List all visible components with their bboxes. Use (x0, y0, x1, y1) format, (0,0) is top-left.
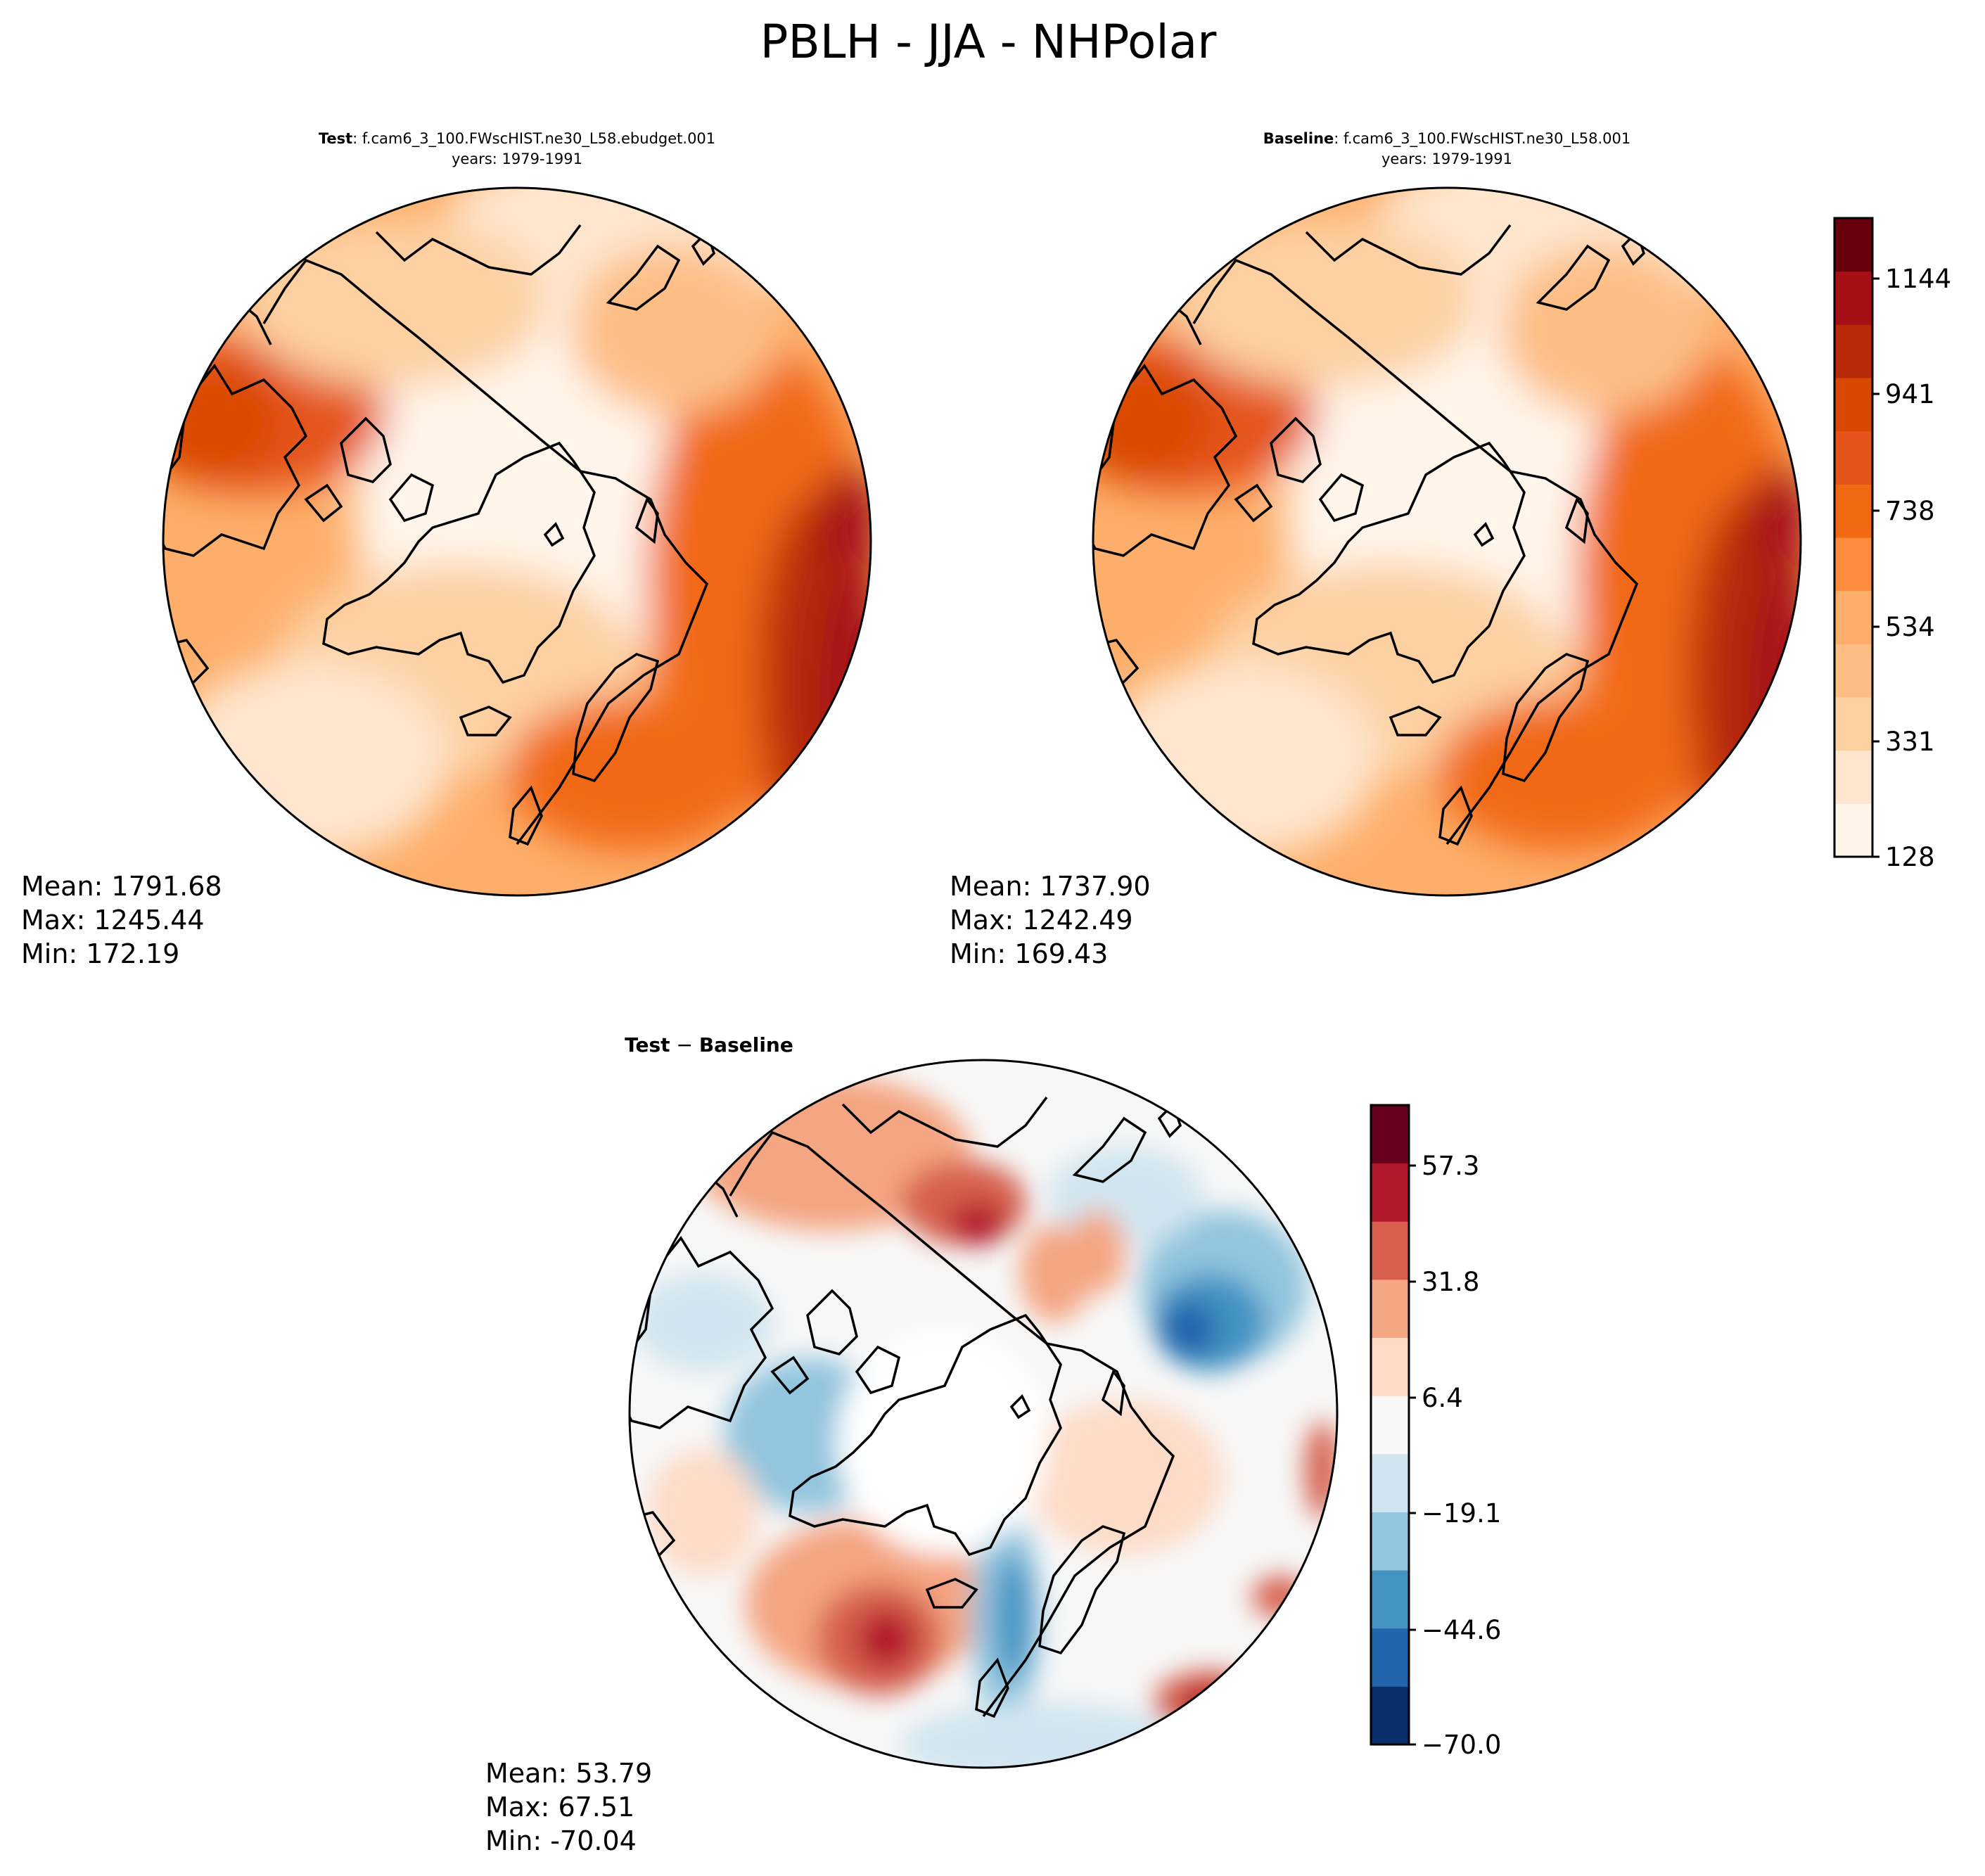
colorbar-diff-swatch (1371, 1396, 1409, 1455)
diff-panel-title-op: − (670, 1033, 699, 1057)
test-stat-min: Min: 172.19 (21, 938, 179, 969)
baseline-stat-min: Min: 169.43 (950, 938, 1108, 969)
colorbar-main-swatch (1834, 537, 1872, 592)
colorbar-main-swatch (1834, 803, 1872, 857)
baseline-panel-title-label: Baseline (1263, 130, 1334, 147)
colorbar-diff-swatch (1371, 1337, 1409, 1396)
colorbar-main-tick-label: 128 (1885, 842, 1935, 872)
colorbar-diff-swatch (1371, 1279, 1409, 1339)
baseline-map-boundary (1092, 186, 1802, 897)
colorbar-main-tick-label: 738 (1885, 496, 1935, 526)
diff-panel-title: Test − Baseline (625, 1033, 793, 1057)
colorbar-main-tick-label: 941 (1885, 379, 1935, 409)
colorbar-main-swatch (1834, 590, 1872, 644)
colorbar-main-tick-label: 534 (1885, 612, 1935, 642)
colorbar-diff-swatch (1371, 1453, 1409, 1512)
diff-stat-mean: Mean: 53.79 (485, 1758, 652, 1789)
colorbar-main: 128 331 534 738 941 1144 (1833, 217, 1951, 872)
colorbar-diff-swatch (1371, 1570, 1409, 1629)
colorbar-diff-tick-label: 31.8 (1422, 1267, 1479, 1297)
diff-stat-min: Min: -70.04 (485, 1825, 637, 1856)
colorbar-diff-swatch (1371, 1105, 1409, 1164)
colorbar-diff-swatch (1371, 1163, 1409, 1222)
colorbar-diff-tick-label: −70.0 (1422, 1730, 1501, 1760)
test-panel: Test: f.cam6_3_100.FWscHIST.ne30_L58.ebu… (21, 130, 872, 969)
colorbar-main-swatch (1834, 484, 1872, 538)
baseline-panel-title: Baseline: f.cam6_3_100.FWscHIST.ne30_L58… (1263, 130, 1630, 148)
diff-map (630, 1060, 1337, 1768)
diff-panel: Test − Baseline (485, 1033, 1339, 1856)
baseline-stat-max: Max: 1242.49 (950, 905, 1133, 936)
figure-title: PBLH - JJA - NHPolar (760, 15, 1218, 69)
colorbar-diff: −70.0 −44.6 −19.1 6.4 31.8 57.3 (1370, 1104, 1501, 1760)
test-panel-title: Test: f.cam6_3_100.FWscHIST.ne30_L58.ebu… (319, 130, 715, 148)
test-panel-title-label: Test (319, 130, 352, 147)
colorbar-main-swatch (1834, 697, 1872, 751)
colorbar-diff-tick-label: −19.1 (1422, 1498, 1501, 1529)
colorbar-main-swatch (1834, 378, 1872, 432)
diff-stat-max: Max: 67.51 (485, 1792, 634, 1823)
colorbar-diff-tick-label: −44.6 (1422, 1615, 1501, 1645)
test-stat-mean: Mean: 1791.68 (21, 871, 222, 902)
baseline-panel-years: years: 1979-1991 (1381, 151, 1512, 167)
colorbar-diff-swatch (1371, 1512, 1409, 1571)
colorbar-diff-frame (1370, 1104, 1410, 1746)
diff-map-boundary (628, 1059, 1339, 1769)
colorbar-main-swatch (1834, 324, 1872, 378)
colorbar-main-swatch (1834, 750, 1872, 804)
test-panel-title-case: : f.cam6_3_100.FWscHIST.ne30_L58.ebudget… (352, 130, 715, 148)
colorbar-main-frame (1833, 217, 1874, 858)
baseline-panel-title-case: : f.cam6_3_100.FWscHIST.ne30_L58.001 (1334, 130, 1630, 148)
colorbar-diff-swatch (1371, 1628, 1409, 1687)
colorbar-main-swatch (1834, 218, 1872, 272)
colorbar-diff-swatch (1371, 1221, 1409, 1280)
colorbar-main-swatch (1834, 644, 1872, 698)
baseline-stat-mean: Mean: 1737.90 (950, 871, 1151, 902)
colorbar-diff-swatch (1371, 1686, 1409, 1745)
diff-panel-title-test: Test (625, 1033, 670, 1057)
test-panel-years: years: 1979-1991 (452, 151, 582, 167)
colorbar-main-swatch (1834, 430, 1872, 485)
test-map-boundary (162, 186, 872, 897)
test-stat-max: Max: 1245.44 (21, 905, 205, 936)
baseline-map (1093, 188, 1801, 895)
diff-panel-title-baseline: Baseline (699, 1033, 793, 1057)
colorbar-main-swatch (1834, 271, 1872, 325)
colorbar-main-tick-label: 331 (1885, 727, 1935, 757)
baseline-panel: Baseline: f.cam6_3_100.FWscHIST.ne30_L58… (950, 130, 1802, 969)
colorbar-diff-tick-label: 57.3 (1422, 1151, 1479, 1181)
colorbar-diff-tick-label: 6.4 (1422, 1383, 1463, 1413)
colorbar-main-tick-label: 1144 (1885, 264, 1951, 294)
